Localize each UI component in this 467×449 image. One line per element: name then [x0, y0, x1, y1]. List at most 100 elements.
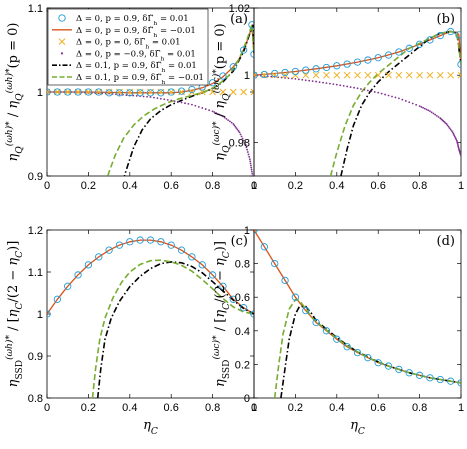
- x-tick-label: 0.6: [371, 402, 386, 414]
- y-tick-label: 1.02: [229, 3, 250, 15]
- series-point-dot: [342, 84, 345, 87]
- series-point-x: [385, 71, 392, 79]
- series-point-dot: [156, 97, 159, 100]
- series-point-circle: [384, 51, 393, 59]
- series-point-dot: [346, 85, 349, 88]
- y-tick-label: 0.98: [229, 137, 250, 149]
- series-group: [47, 21, 254, 176]
- series-point-circle: [105, 89, 113, 97]
- series-line-4: [123, 24, 254, 176]
- series-point-dot: [456, 144, 459, 146]
- series-point-dot: [430, 111, 433, 114]
- x-tick-label: 0.8: [412, 180, 427, 192]
- plot-frame: [253, 7, 462, 177]
- x-tick-label: 0.8: [205, 402, 220, 414]
- x-tick-label: 1: [458, 180, 464, 192]
- series-point-dot: [194, 104, 197, 107]
- series-point-circle: [115, 241, 124, 249]
- x-tick-label: 0.4: [122, 180, 137, 192]
- series-point-dot: [456, 141, 459, 144]
- series-point-dot: [251, 173, 254, 175]
- panel-label: (a): [230, 12, 248, 27]
- series-point-dot: [220, 114, 223, 117]
- x-tick-label: 1: [458, 402, 464, 414]
- legend-label: Δ = 0, p = 0.9, δΓ̃h = −0.01: [76, 25, 196, 39]
- series-point-dot: [201, 107, 204, 109]
- panel-label: (b): [437, 12, 455, 27]
- plot-frame: [253, 229, 462, 399]
- y-axis-label: ηSSD(ωh)* / [ηC/(2 − ηC)]: [4, 241, 25, 388]
- series-point-dot: [187, 103, 190, 105]
- series-point-dot: [373, 91, 376, 93]
- series-point-dot: [391, 95, 393, 98]
- series-point-circle: [405, 44, 413, 52]
- series-point-dot: [434, 113, 437, 116]
- series-point-dot: [349, 86, 352, 88]
- series-point-dot: [251, 170, 253, 173]
- series-point-dot: [322, 81, 324, 84]
- series-point-x: [436, 71, 444, 79]
- y-axis-label: ηQ(ωc)* / ηQ(ωc)*(p = 0): [211, 23, 232, 160]
- y-tick-label: 0.8: [28, 393, 43, 405]
- x-tick-label: 1: [251, 402, 257, 414]
- series-point-dot: [249, 164, 252, 167]
- series-point-dot: [423, 107, 426, 110]
- series-point-dot: [332, 83, 335, 86]
- series-point-circle: [436, 375, 444, 384]
- series-point-circle: [115, 89, 124, 97]
- series-point-circle: [343, 343, 351, 351]
- series-line-4: [280, 305, 461, 398]
- series-line-4: [340, 30, 461, 176]
- series-point-x: [416, 71, 423, 79]
- panel-label: (d): [437, 234, 455, 249]
- x-tick-label: 0: [251, 402, 257, 414]
- series-point-circle: [353, 58, 362, 66]
- x-axis-label: ηC: [143, 418, 158, 437]
- series-point-circle: [333, 335, 341, 343]
- series-point-circle: [302, 306, 310, 315]
- y-tick-label: 1: [244, 70, 250, 82]
- series-point-circle: [457, 379, 461, 387]
- series-line-1: [254, 30, 461, 76]
- series-point-x: [219, 88, 227, 96]
- series-point-circle: [239, 46, 248, 54]
- series-line-5: [273, 298, 461, 398]
- series-point-dot: [457, 145, 460, 148]
- series-point-dot: [208, 109, 211, 112]
- x-tick-label: 0: [251, 180, 257, 192]
- series-point-dot: [149, 96, 152, 98]
- series-point-x: [240, 88, 248, 96]
- series-point-dot: [420, 106, 423, 108]
- legend-marker-x: [58, 38, 66, 45]
- series-point-dot: [377, 91, 380, 94]
- series-point-circle: [364, 354, 372, 362]
- series-point-dot: [218, 113, 221, 116]
- y-tick-label: 1: [244, 225, 250, 237]
- series-point-dot: [236, 128, 239, 131]
- series-point-x: [209, 88, 216, 96]
- legend-marker-dot: [60, 52, 64, 55]
- series-point-dot: [448, 127, 451, 130]
- series-point-dot: [450, 130, 453, 132]
- series-point-dot: [387, 94, 390, 97]
- series-point-circle: [219, 282, 227, 290]
- series-point-dot: [222, 115, 224, 118]
- series-point-circle: [302, 66, 310, 74]
- series-point-dot: [447, 125, 450, 128]
- series-point-circle: [167, 241, 175, 249]
- y-tick-label: 0.4: [235, 326, 250, 338]
- series-point-dot: [211, 110, 214, 113]
- series-point-x: [47, 88, 51, 96]
- series-point-circle: [198, 261, 206, 269]
- series-point-dot: [241, 137, 244, 140]
- series-point-circle: [260, 70, 268, 79]
- series-point-dot: [297, 78, 300, 81]
- series-point-circle: [208, 271, 217, 279]
- x-tick-label: 0.2: [81, 402, 96, 414]
- panel-label: (c): [231, 234, 248, 249]
- series-point-dot: [250, 168, 253, 171]
- series-point-dot: [250, 166, 253, 169]
- series-point-x: [292, 71, 299, 79]
- series-point-circle: [146, 236, 155, 244]
- series-point-circle: [260, 243, 268, 251]
